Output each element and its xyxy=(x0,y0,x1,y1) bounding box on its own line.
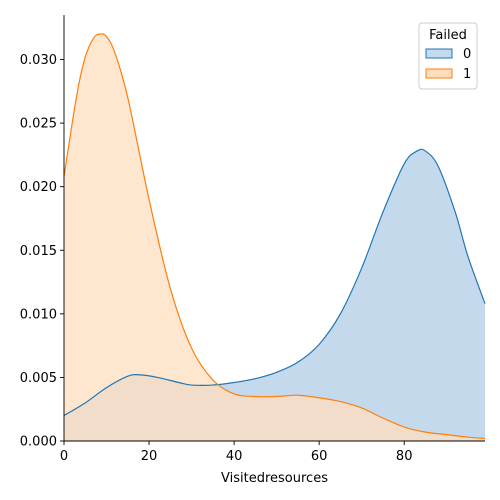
series-1-area xyxy=(64,33,485,442)
axes: 0 20 40 60 80 0.000 0.005 0.010 0.015 0.020 0.025 0… xyxy=(20,15,485,464)
legend-entry-1: 1 xyxy=(463,67,471,82)
legend-swatch-0 xyxy=(425,48,453,59)
y-tick-label: 0.005 xyxy=(20,371,57,386)
series-0-line xyxy=(63,148,486,417)
x-tick-label: 60 xyxy=(311,449,328,464)
x-axis-label: Visitedresources xyxy=(221,471,328,486)
y-tick-label: 0.015 xyxy=(20,244,57,259)
legend: Failed 0 1 xyxy=(418,22,478,90)
y-tick-label: 0.010 xyxy=(20,307,57,322)
x-tick-label: 40 xyxy=(226,449,243,464)
series-1-line xyxy=(63,33,486,440)
y-tick-label: 0.020 xyxy=(20,180,57,195)
plot-area xyxy=(63,33,486,442)
x-tick-label: 0 xyxy=(60,449,68,464)
series-0-area xyxy=(64,149,485,441)
legend-swatch-1 xyxy=(425,68,453,79)
legend-entry-0: 0 xyxy=(463,47,471,62)
x-tick-label: 20 xyxy=(141,449,158,464)
legend-title: Failed xyxy=(429,28,467,43)
y-tick-label: 0.025 xyxy=(20,117,57,132)
y-tick-label: 0.030 xyxy=(20,53,57,68)
x-tick-label: 80 xyxy=(396,449,413,464)
y-tick-label: 0.000 xyxy=(20,435,57,450)
